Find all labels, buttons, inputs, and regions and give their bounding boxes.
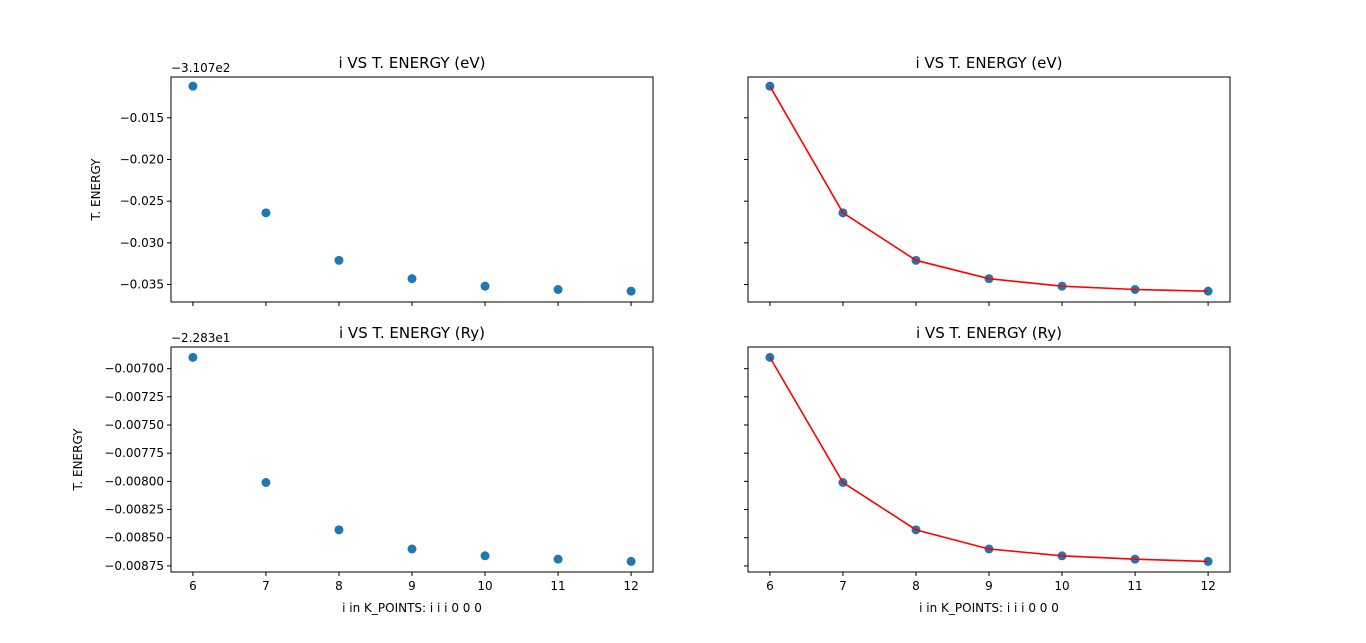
data-point xyxy=(261,208,271,218)
data-point xyxy=(334,255,344,265)
data-point xyxy=(626,286,636,296)
fit-line xyxy=(769,85,1209,292)
y-axis-label: T. ENERGY xyxy=(71,428,85,492)
x-tick-label: 10 xyxy=(477,579,492,593)
data-point xyxy=(626,556,636,566)
y-tick-label: −0.015 xyxy=(120,111,164,125)
x-tick-label: 11 xyxy=(550,579,565,593)
y-tick-label: −0.00825 xyxy=(104,503,164,517)
x-tick-label: 12 xyxy=(623,579,638,593)
data-point xyxy=(188,352,198,362)
data-point xyxy=(480,551,490,561)
data-point xyxy=(407,544,417,554)
y-tick-label: −0.00700 xyxy=(104,362,164,376)
data-point xyxy=(334,525,344,535)
chart-title: i VS T. ENERGY (Ry) xyxy=(339,324,485,342)
chart-title: i VS T. ENERGY (Ry) xyxy=(916,324,1062,342)
y-tick-label: −0.00875 xyxy=(104,559,164,573)
y-tick-label: −0.00800 xyxy=(104,474,164,488)
fit-line xyxy=(769,356,1209,563)
x-tick-label: 12 xyxy=(1200,579,1215,593)
x-tick-label: 7 xyxy=(262,579,270,593)
x-tick-label: 10 xyxy=(1054,579,1069,593)
y-offset-label: −3.107e2 xyxy=(171,61,230,75)
y-tick-label: −0.030 xyxy=(120,236,164,250)
data-point xyxy=(1203,556,1213,566)
chart-title: i VS T. ENERGY (eV) xyxy=(915,54,1062,72)
x-tick-label: 8 xyxy=(335,579,343,593)
subplot-4: i VS T. ENERGY (Ry) 6 7 8 9 10 11 12 i in K_POIN… xyxy=(744,324,1231,615)
x-tick-label: 9 xyxy=(408,579,416,593)
axes-frame xyxy=(747,76,1231,303)
subplot-1: i VS T. ENERGY (eV) −3.107e2 −0.015 −0.020 −… xyxy=(89,54,654,306)
x-tick-label: 8 xyxy=(912,579,920,593)
data-point xyxy=(261,477,271,487)
axes-frame xyxy=(170,346,654,573)
data-point xyxy=(407,274,417,284)
y-tick-label: −0.00750 xyxy=(104,418,164,432)
x-tick-label: 6 xyxy=(189,579,197,593)
x-tick-label: 11 xyxy=(1127,579,1142,593)
subplot-3: i VS T. ENERGY (Ry) −2.283e1 6 7 8 9 10 11 12 −0.… xyxy=(71,324,654,615)
y-offset-label: −2.283e1 xyxy=(171,331,230,345)
x-tick-label: 6 xyxy=(766,579,774,593)
data-point xyxy=(480,281,490,291)
y-tick-label: −0.00725 xyxy=(104,390,164,404)
axes-frame xyxy=(747,346,1231,573)
y-tick-label: −0.025 xyxy=(120,194,164,208)
data-point xyxy=(553,554,563,564)
y-axis-label: T. ENERGY xyxy=(89,158,103,222)
x-axis-label: i in K_POINTS: i i i 0 0 0 xyxy=(342,601,482,615)
data-point xyxy=(188,81,198,91)
x-tick-label: 7 xyxy=(839,579,847,593)
y-tick-label: −0.035 xyxy=(120,278,164,292)
data-point xyxy=(1203,286,1213,296)
y-tick-label: −0.00850 xyxy=(104,531,164,545)
axes-frame xyxy=(170,76,654,303)
y-tick-label: −0.020 xyxy=(120,153,164,167)
chart-title: i VS T. ENERGY (eV) xyxy=(338,54,485,72)
data-point xyxy=(765,81,775,91)
y-tick-label: −0.00775 xyxy=(104,446,164,460)
subplot-2: i VS T. ENERGY (eV) xyxy=(744,54,1231,306)
data-point xyxy=(553,285,563,294)
x-tick-label: 9 xyxy=(985,579,993,593)
x-axis-label: i in K_POINTS: i i i 0 0 0 xyxy=(919,601,1059,615)
